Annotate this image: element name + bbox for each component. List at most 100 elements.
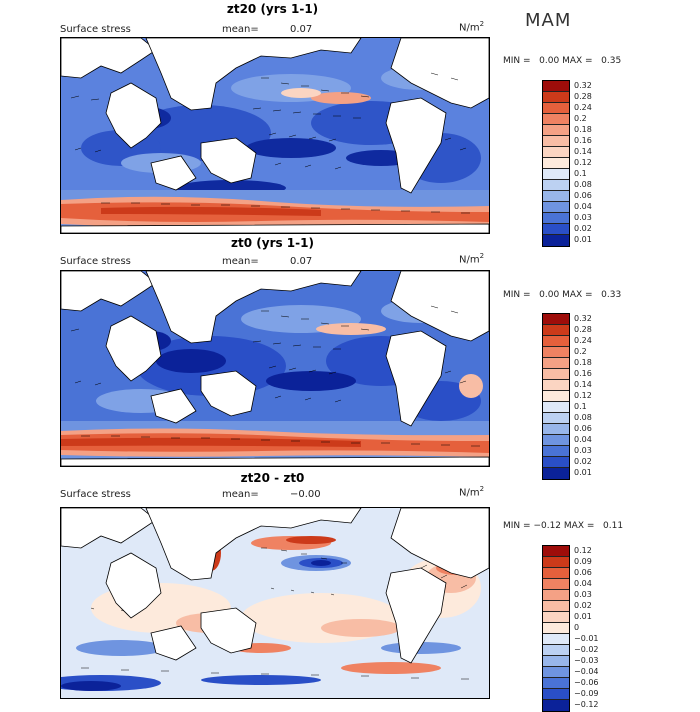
panel-title: zt20 - zt0 [240,471,305,485]
panel-title: zt0 (yrs 1-1) [231,236,314,250]
units-label: N/m2 [459,485,485,499]
colorbar-swatch [543,136,569,147]
panel-difference: zt20 - zt0 Surface stress mean= −0.00 N/… [0,470,700,712]
colorbar-swatch [543,125,569,136]
colorbar-swatch [543,546,569,557]
colorbar-swatch [543,213,569,224]
colorbar-tick-label: 0.03 [574,589,592,599]
colorbar-swatch [543,224,569,235]
colorbar-swatch [543,314,569,325]
colorbar-swatch [543,623,569,634]
panel-subtitle: Surface stress [60,489,131,500]
colorbar-swatch [543,158,569,169]
colorbar-swatch [543,645,569,656]
colorbar-tick-label: 0 [574,622,580,632]
colorbar-swatch [543,435,569,446]
colorbar-swatch [543,424,569,435]
min-max-readout: MIN = 0.00 MAX = 0.35 [503,56,622,66]
colorbar-swatch [543,336,569,347]
colorbar-swatch [543,678,569,689]
mean-value: 0.07 [290,24,313,35]
colorbar-tick-label: 0.02 [574,456,592,466]
colorbar-tick-label: 0.08 [574,179,592,189]
colorbar-tick-label: 0.32 [574,313,592,323]
colorbar-tick-label: 0.03 [574,212,592,222]
colorbar-swatch [543,468,569,479]
colorbar-tick-label: 0.01 [574,611,592,621]
colorbar-tick-label: 0.06 [574,567,592,577]
season-label: MAM [525,10,572,31]
colorbar [542,313,570,480]
colorbar-tick-label: 0.02 [574,600,592,610]
colorbar-swatch [543,413,569,424]
colorbar-swatch [543,358,569,369]
colorbar-tick-label: 0.16 [574,368,592,378]
colorbar-tick-label: 0.12 [574,390,592,400]
units-label: N/m2 [459,20,485,34]
colorbar-swatch [543,579,569,590]
colorbar-tick-label: 0.02 [574,223,592,233]
colorbar-tick-label: 0.1 [574,168,587,178]
colorbar-swatch [543,202,569,213]
colorbar-tick-label: 0.28 [574,324,592,334]
colorbar-tick-label: 0.04 [574,201,592,211]
colorbar-tick-label: 0.04 [574,578,592,588]
colorbar-swatch [543,191,569,202]
colorbar-tick-label: −0.02 [574,644,599,654]
colorbar-tick-label: 0.08 [574,412,592,422]
colorbar-swatch [543,325,569,336]
colorbar-tick-label: 0.2 [574,346,587,356]
colorbar-tick-label: 0.06 [574,190,592,200]
map-zt0 [60,270,490,467]
colorbar-tick-label: −0.04 [574,666,599,676]
colorbar-tick-label: −0.12 [574,699,599,709]
colorbar-tick-label: 0.24 [574,335,592,345]
colorbar [542,545,570,712]
colorbar-swatch [543,667,569,678]
colorbar-swatch [543,601,569,612]
panel-zt20: zt20 (yrs 1-1) Surface stress mean= 0.07… [0,0,700,247]
panel-title: zt20 (yrs 1-1) [226,2,319,16]
panel-subtitle: Surface stress [60,24,131,35]
colorbar-tick-label: 0.09 [574,556,592,566]
mean-value: −0.00 [290,489,321,500]
colorbar-tick-label: 0.14 [574,146,592,156]
colorbar-tick-label: 0.01 [574,467,592,477]
colorbar-swatch [543,656,569,667]
min-max-readout: MIN = −0.12 MAX = 0.11 [503,521,624,531]
colorbar-tick-label: 0.32 [574,80,592,90]
colorbar-tick-label: −0.01 [574,633,599,643]
colorbar-tick-label: 0.1 [574,401,587,411]
colorbar-tick-label: 0.04 [574,434,592,444]
colorbar-swatch [543,391,569,402]
colorbar-swatch [543,347,569,358]
colorbar-tick-label: 0.18 [574,124,592,134]
colorbar-swatch [543,169,569,180]
colorbar-swatch [543,114,569,125]
colorbar-tick-label: −0.06 [574,677,599,687]
panel-subtitle: Surface stress [60,256,131,267]
colorbar-tick-label: 0.28 [574,91,592,101]
colorbar [542,80,570,247]
colorbar-swatch [543,700,569,711]
colorbar-tick-label: 0.12 [574,545,592,555]
colorbar-swatch [543,568,569,579]
colorbar-swatch [543,590,569,601]
colorbar-tick-label: 0.18 [574,357,592,367]
map-difference [60,507,490,699]
colorbar-tick-label: 0.01 [574,234,592,244]
mean-label: mean= [222,256,259,267]
min-max-readout: MIN = 0.00 MAX = 0.33 [503,290,622,300]
colorbar-tick-label: 0.2 [574,113,587,123]
colorbar-tick-label: 0.24 [574,102,592,112]
colorbar-swatch [543,634,569,645]
colorbar-tick-label: 0.14 [574,379,592,389]
units-label: N/m2 [459,252,485,266]
colorbar-swatch [543,180,569,191]
colorbar-tick-label: 0.03 [574,445,592,455]
colorbar-tick-label: 0.12 [574,157,592,167]
colorbar-swatch [543,81,569,92]
colorbar-tick-label: −0.09 [574,688,599,698]
colorbar-swatch [543,369,569,380]
mean-value: 0.07 [290,256,313,267]
